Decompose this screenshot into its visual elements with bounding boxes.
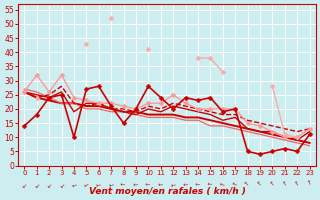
Text: ↑: ↑: [133, 179, 139, 185]
Text: ↑: ↑: [232, 179, 239, 186]
X-axis label: Vent moyen/en rafales ( km/h ): Vent moyen/en rafales ( km/h ): [89, 187, 245, 196]
Text: ↑: ↑: [196, 179, 200, 185]
Text: ↑: ↑: [269, 179, 276, 187]
Text: ↑: ↑: [108, 179, 114, 186]
Text: ↑: ↑: [281, 179, 288, 186]
Text: ↑: ↑: [294, 179, 301, 186]
Text: ↑: ↑: [33, 179, 40, 187]
Text: ↑: ↑: [183, 179, 188, 185]
Text: ↑: ↑: [121, 179, 126, 185]
Text: ↑: ↑: [244, 179, 251, 187]
Text: ↑: ↑: [170, 179, 176, 186]
Text: ↑: ↑: [45, 179, 53, 187]
Text: ↑: ↑: [158, 179, 164, 185]
Text: ↑: ↑: [256, 179, 264, 187]
Text: ↑: ↑: [71, 179, 77, 186]
Text: ↑: ↑: [220, 179, 226, 186]
Text: ↑: ↑: [306, 179, 313, 186]
Text: ↑: ↑: [21, 179, 28, 187]
Text: ↑: ↑: [208, 179, 213, 185]
Text: ↑: ↑: [96, 179, 102, 186]
Text: ↑: ↑: [146, 179, 151, 185]
Text: ↑: ↑: [83, 179, 90, 186]
Text: ↑: ↑: [58, 179, 65, 187]
